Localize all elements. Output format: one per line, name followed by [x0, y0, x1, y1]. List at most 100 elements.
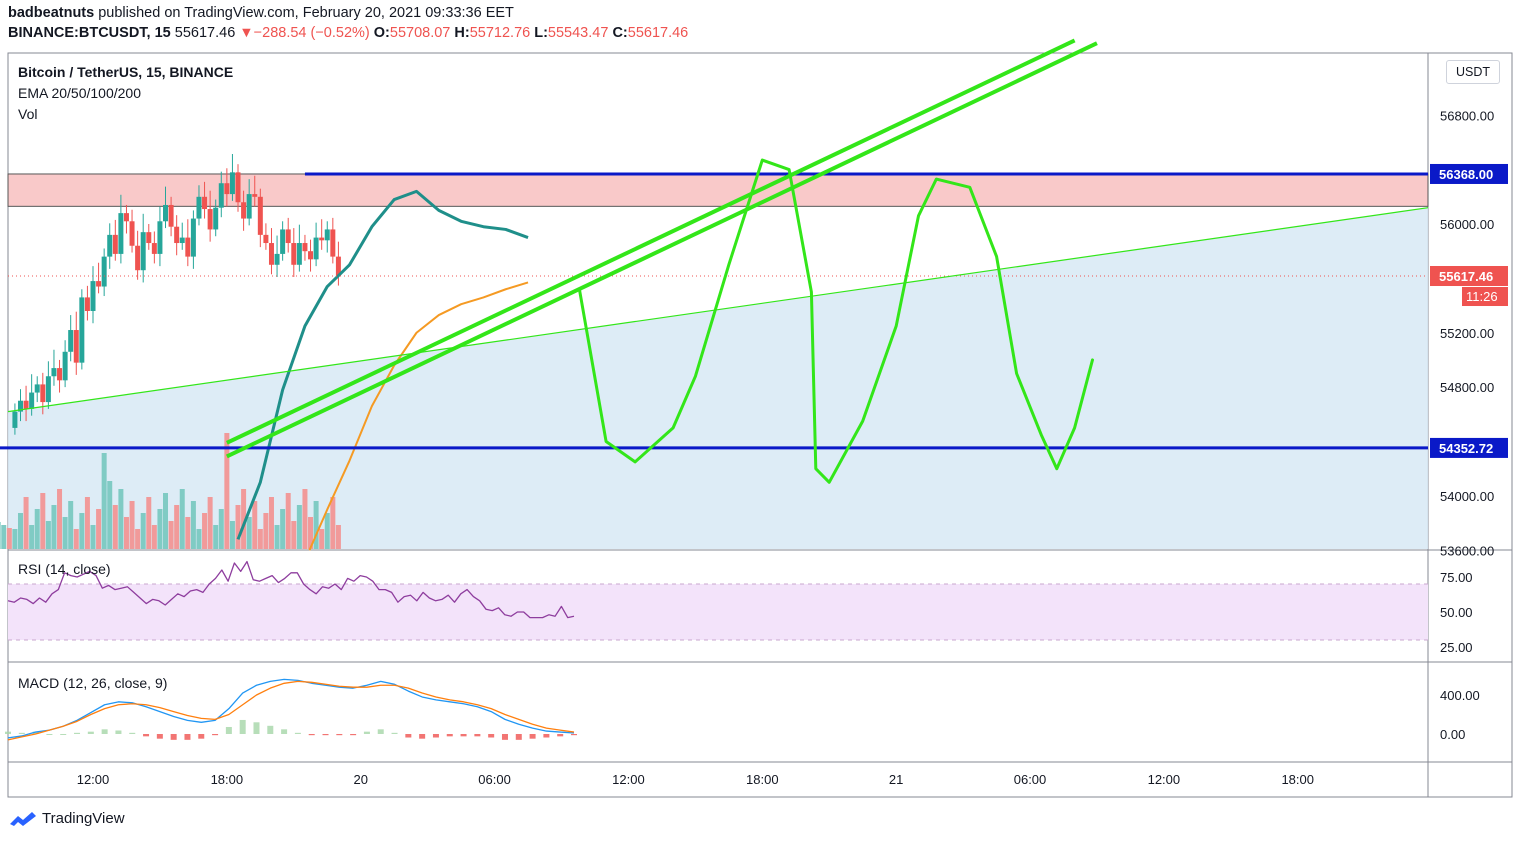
macd-histogram-bar [529, 734, 536, 739]
volume-bar [107, 481, 113, 549]
volume-bar [96, 509, 102, 549]
volume-bar [135, 529, 141, 549]
candle-body [229, 172, 235, 195]
candle-body [302, 243, 308, 252]
candle-body [107, 234, 113, 257]
volume-bar [168, 521, 174, 549]
candle-body [40, 384, 46, 403]
time-tick-label: 21 [889, 772, 903, 787]
macd-histogram-bar [129, 732, 136, 734]
macd-histogram-bar [46, 734, 53, 735]
volume-bar [319, 529, 325, 549]
volume-bar [291, 521, 297, 549]
macd-histogram-bar [115, 730, 122, 734]
volume-bar [151, 525, 157, 549]
candle-body [285, 229, 291, 244]
time-tick-label: 12:00 [612, 772, 645, 787]
countdown-tag-bg [1462, 287, 1508, 307]
volume-bar [185, 517, 191, 549]
last-price-tag-bg [1430, 266, 1508, 287]
publish-header: badbeatnuts published on TradingView.com… [8, 5, 514, 21]
candle-body [163, 204, 169, 222]
candle-body [202, 196, 208, 210]
macd-histogram-bar [87, 731, 94, 734]
macd-histogram-bar [446, 734, 453, 737]
price-tick-label: 54000.00 [1440, 489, 1494, 504]
volume-bar [157, 509, 163, 549]
volume-bar [57, 489, 63, 549]
candle-body [268, 243, 274, 265]
macd-histogram-bar [474, 734, 481, 737]
macd-histogram-bar [239, 719, 246, 734]
candle-body [84, 297, 90, 311]
macd-histogram-bar [350, 734, 357, 736]
macd-histogram-bar [184, 734, 191, 740]
price-tick-label: 55200.00 [1440, 326, 1494, 341]
currency-unit-button[interactable]: USDT [1446, 60, 1500, 84]
tradingview-brand[interactable]: TradingView [42, 809, 125, 827]
volume-bar [129, 501, 135, 549]
volume-bar [207, 497, 213, 549]
candle-body [274, 253, 280, 265]
volume-bar [146, 497, 152, 549]
volume-bar [324, 513, 330, 549]
time-tick-label: 18:00 [1281, 772, 1314, 787]
candle-body [330, 229, 336, 257]
macd-histogram-bar [322, 734, 329, 736]
volume-bar [280, 509, 286, 549]
rsi-tick-label: 50.00 [1440, 605, 1473, 620]
candle-body [51, 368, 57, 377]
macd-histogram-bar [267, 725, 274, 734]
macd-histogram-bar [571, 734, 577, 736]
candle-body [17, 400, 23, 412]
volume-bar [257, 529, 263, 549]
candle-body [29, 392, 35, 409]
macd-histogram-bar [336, 734, 343, 736]
candle-body [319, 237, 325, 241]
resistance-zone [7, 173, 1429, 207]
candle-body [213, 207, 219, 230]
volume-bar [90, 525, 96, 549]
macd-histogram-bar [488, 734, 495, 738]
time-tick-label: 12:00 [1148, 772, 1181, 787]
volume-bar [246, 517, 252, 549]
volume-bar [34, 509, 40, 549]
macd-histogram-bar [74, 732, 81, 734]
macd-histogram-bar [170, 734, 177, 740]
ema-legend: EMA 20/50/100/200 [18, 85, 141, 101]
volume-bar [296, 505, 302, 549]
volume-bar [123, 517, 129, 549]
volume-bar [118, 489, 124, 549]
macd-histogram-bar [501, 734, 508, 740]
candle-body [257, 196, 263, 235]
candle-body [190, 218, 196, 257]
time-tick-label: 06:00 [1014, 772, 1047, 787]
candle-body [174, 226, 180, 244]
price-tick-label: 54800.00 [1440, 380, 1494, 395]
candle-body [280, 229, 286, 254]
candle-body [207, 209, 213, 230]
rsi-line [7, 560, 575, 619]
channel-upper-line [226, 38, 1076, 445]
volume-bar [62, 517, 68, 549]
candle-body [96, 281, 102, 287]
volume-bar [190, 501, 196, 549]
rsi-legend: RSI (14, close) [18, 561, 111, 577]
macd-histogram-bar [32, 731, 39, 734]
price-tick-label: 53600.00 [1440, 543, 1494, 558]
volume-bar [229, 521, 235, 549]
volume-bar [241, 489, 247, 549]
candle-body [23, 400, 29, 409]
candle-body [324, 229, 330, 241]
macd-histogram-bar [405, 734, 412, 738]
volume-bar [140, 513, 146, 549]
volume-bar [101, 453, 107, 549]
author-name[interactable]: badbeatnuts [8, 5, 95, 21]
volume-bar [179, 489, 185, 549]
volume-bar [17, 513, 23, 549]
volume-bar [335, 525, 341, 549]
volume-bar [252, 501, 258, 549]
macd-histogram-bar [156, 734, 163, 739]
candle-body [335, 256, 341, 277]
